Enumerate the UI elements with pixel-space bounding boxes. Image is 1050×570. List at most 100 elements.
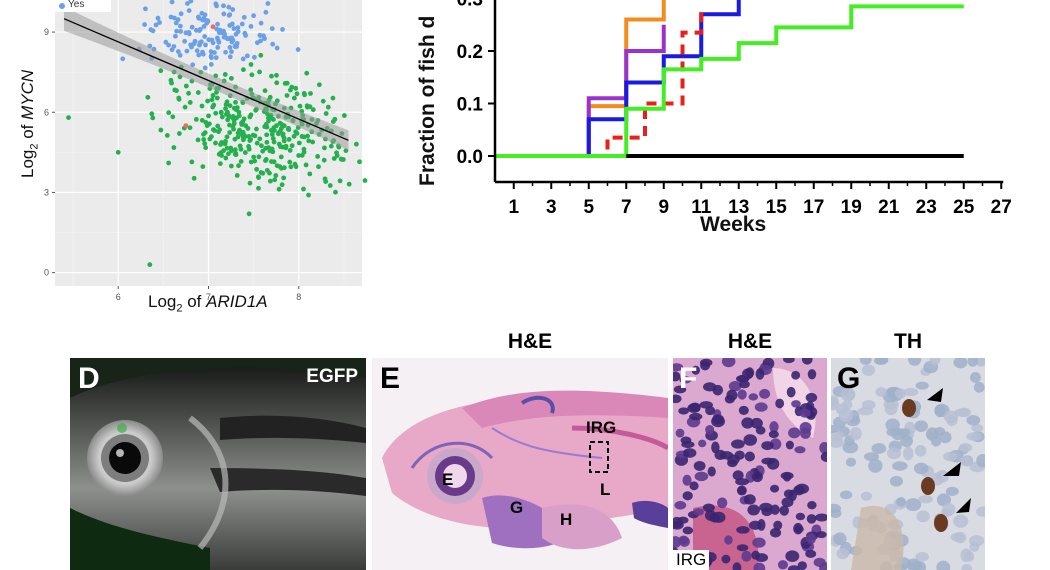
step-panel: 0.0 0.1 0.2 0.3 1 3 5 7 9 11 13 15 17 19 21 23 25 27 Frac… [410,0,1050,250]
scatter-point [256,174,261,180]
trend-line [63,18,349,141]
scatter-point [237,143,243,149]
scatter-point [242,150,248,155]
scatter-point [296,153,302,158]
scatter-point [264,139,270,145]
scatter-point [240,134,246,140]
scatter-point [233,107,239,113]
panel-d-letter: D [78,362,100,395]
scatter-point [226,151,231,157]
scatter-point [315,154,321,159]
scatter-point [172,87,178,93]
scatter-point [195,137,201,143]
scatter-point [249,72,255,78]
scatter-point [204,123,210,129]
scatter-point [263,121,269,127]
scatter-point [265,1,271,6]
scatter-point [244,53,250,59]
scatter-point [171,145,177,150]
arrowhead-marker [956,498,971,513]
step-y-axis-label: Fraction of fish d [416,15,439,186]
step-x-axis-label: Weeks [700,213,767,236]
scatter-point [191,175,197,181]
scatter-point [280,131,286,137]
scatter-point [215,21,220,27]
scatter-point [310,139,316,145]
scatter-point [199,117,205,123]
x-tick-label: 6 [116,292,121,302]
scatter-point [262,88,268,94]
scatter-point [301,146,307,152]
scatter-point [227,54,233,60]
step-x-tick-label: 9 [658,197,669,218]
scatter-point [251,13,257,19]
scatter-point [267,148,273,154]
scatter-point [322,176,328,182]
scatter-point [197,28,202,33]
y-label-of: of [18,119,37,144]
scatter-point [229,39,235,45]
scatter-point [273,173,279,178]
scatter-point [219,114,225,120]
scatter-point [236,163,241,169]
scatter-point [201,24,207,29]
scatter-point [200,164,206,169]
scatter-point [253,107,259,113]
scatter-point [254,140,260,146]
scatter-point [170,114,176,120]
scatter-point [185,1,190,6]
panel-f-title: H&E [727,330,773,353]
scatter-point [328,143,334,149]
scatter-point [210,127,216,133]
scatter-point [203,17,209,23]
scatter-point [301,186,306,192]
scatter-point [184,48,190,54]
scatter-point [280,144,285,150]
scatter-point [246,144,251,149]
scatter-point [289,143,295,149]
scatter-point [202,12,208,18]
scatter-point [323,111,329,116]
scatter-point [201,137,207,142]
scatter-point [263,9,269,15]
scatter-point [183,83,189,89]
scatter-point [234,44,239,49]
scatter-point [263,158,268,163]
scatter-point [310,107,316,113]
scatter-point [291,133,297,139]
scatter-point [240,67,246,73]
scatter-point [281,175,287,181]
step-y-tick-label: 0.2 [457,42,483,63]
step-y-tick-label: 0.0 [457,147,483,168]
scatter-point [274,80,280,86]
panel-e-heart-label: H [560,510,573,529]
scatter-point [330,95,336,101]
scatter-point [254,126,259,132]
scatter-point [174,28,179,34]
scatter-point [175,17,181,23]
scatter-point [279,182,285,188]
scatter-point [271,139,277,145]
panel-e-image: E IRG E G H L [372,358,668,570]
scatter-point [200,49,205,55]
scatter-point [221,28,226,34]
scatter-point [271,117,276,122]
scatter-point [208,134,214,140]
scatter-point [242,30,248,36]
scatter-point [301,134,307,140]
scatter-point [227,103,233,109]
scatter-point [226,12,232,18]
scatter-point [247,114,253,120]
scatter-point [218,142,223,147]
scatter-point [210,24,216,30]
scatter-point [143,6,148,12]
step-x-tick-label: 23 [916,197,937,218]
scatter-point [186,29,192,35]
scatter-point [223,111,229,117]
scatter-point [145,94,151,100]
scatter-point [227,122,232,128]
y-label-sub: 2 [28,143,41,150]
scatter-point [115,149,121,155]
scatter-point [299,152,305,158]
he-highmag-image [673,358,827,570]
